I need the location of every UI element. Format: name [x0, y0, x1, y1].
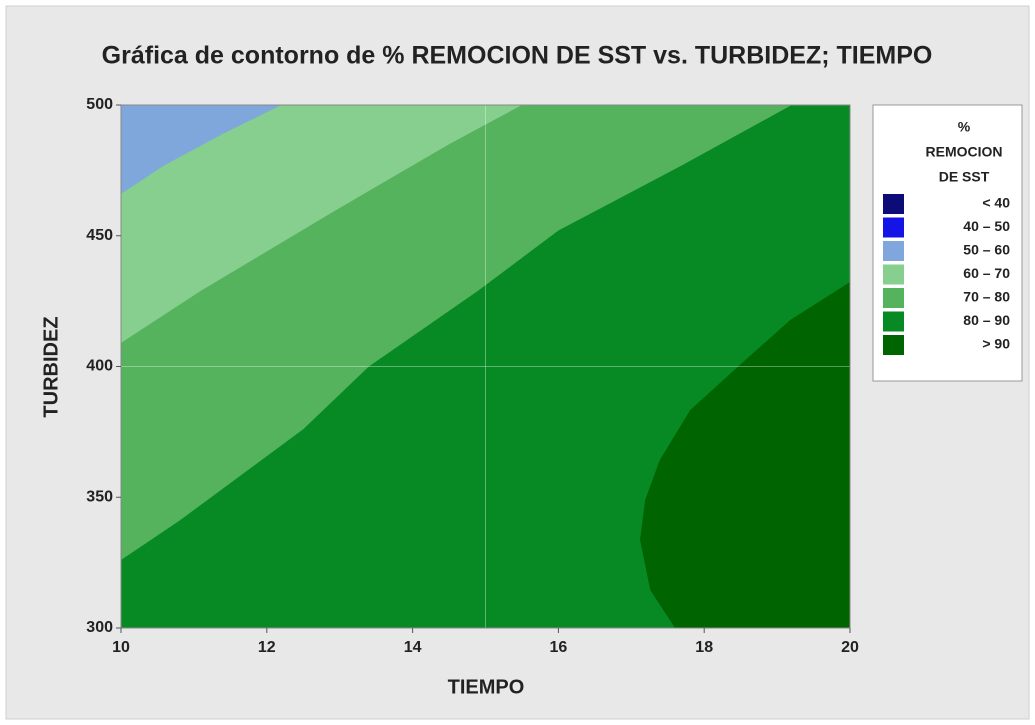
y-tick-label: 300 [86, 619, 113, 636]
x-tick-label: 20 [841, 639, 859, 656]
y-tick-label: 350 [86, 488, 113, 505]
legend-swatch [883, 335, 904, 355]
legend-swatch [883, 311, 904, 332]
legend-label: > 90 [982, 336, 1010, 352]
legend-swatch [883, 194, 904, 214]
legend-label: 40 – 50 [963, 218, 1010, 234]
legend-title: REMOCION [926, 144, 1003, 160]
legend-swatch [883, 288, 904, 308]
legend-label: 70 – 80 [963, 289, 1010, 305]
legend-label: 60 – 70 [963, 265, 1010, 281]
x-tick-label: 18 [695, 639, 713, 656]
legend-swatch [883, 264, 904, 285]
legend-label: < 40 [982, 195, 1010, 211]
y-axis-label: TURBIDEZ [40, 316, 62, 417]
x-tick-label: 10 [112, 639, 130, 656]
legend-swatch [883, 217, 904, 238]
legend-label: 80 – 90 [963, 312, 1010, 328]
legend-label: 50 – 60 [963, 242, 1010, 258]
x-tick-label: 14 [404, 639, 422, 656]
y-tick-label: 500 [86, 96, 113, 113]
x-tick-label: 12 [258, 639, 276, 656]
y-tick-label: 450 [86, 227, 113, 244]
x-axis-label: TIEMPO [448, 676, 525, 698]
y-tick-label: 400 [86, 358, 113, 375]
chart-title: Gráfica de contorno de % REMOCION DE SST… [102, 42, 933, 70]
legend-swatch [883, 241, 904, 261]
x-tick-label: 16 [550, 639, 568, 656]
legend-title: DE SST [939, 169, 990, 185]
legend-title: % [958, 119, 971, 135]
contour-region [640, 282, 850, 628]
